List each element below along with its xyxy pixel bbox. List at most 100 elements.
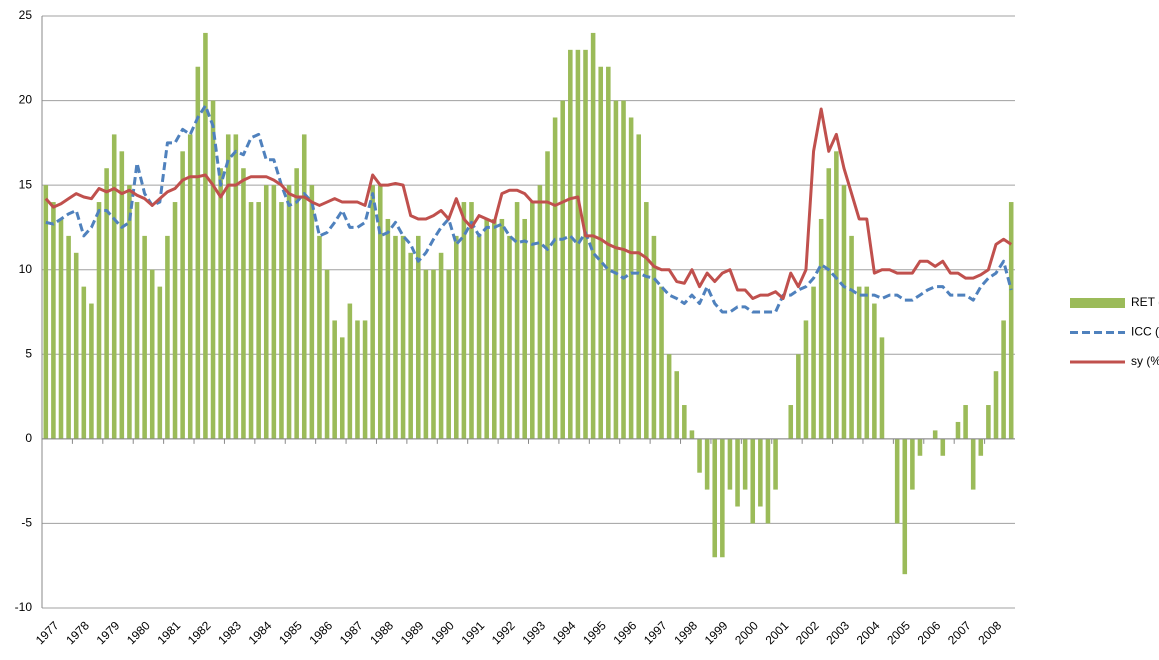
bar xyxy=(1001,320,1006,439)
bar xyxy=(514,202,520,439)
bar xyxy=(628,117,634,439)
bar xyxy=(917,438,923,456)
bar xyxy=(530,202,535,439)
bar xyxy=(704,438,710,490)
bar xyxy=(370,185,375,439)
bar xyxy=(309,185,315,439)
bar xyxy=(415,235,421,439)
bar xyxy=(978,438,984,456)
bar xyxy=(165,235,170,439)
bar xyxy=(841,185,847,439)
bar xyxy=(940,438,946,456)
bar xyxy=(659,286,664,439)
x-tick-label: 1992 xyxy=(489,618,518,647)
bar xyxy=(263,185,269,439)
x-tick-label: 1989 xyxy=(398,618,427,647)
x-tick-label: 1995 xyxy=(580,618,609,647)
y-tick-label: 0 xyxy=(25,431,32,445)
bar xyxy=(362,320,368,439)
y-tick-label: 15 xyxy=(19,177,33,191)
bar xyxy=(347,303,353,439)
bar xyxy=(195,66,201,439)
x-tick-label: 1988 xyxy=(367,618,396,647)
bar xyxy=(431,269,436,439)
bar xyxy=(682,405,687,439)
y-tick-label: 25 xyxy=(19,8,33,22)
bar xyxy=(765,438,771,524)
bar xyxy=(803,320,809,439)
bar xyxy=(332,320,337,439)
y-tick-label: 5 xyxy=(25,346,32,360)
x-tick-label: 1999 xyxy=(702,618,731,647)
y-tick-label: 10 xyxy=(19,262,33,276)
bar xyxy=(157,286,163,439)
y-tick-label: -10 xyxy=(15,600,33,614)
x-tick-label: 1996 xyxy=(611,618,640,647)
bar xyxy=(469,202,474,439)
x-tick-label: 1994 xyxy=(550,618,579,647)
bar xyxy=(651,235,657,439)
bar xyxy=(355,320,360,439)
bar xyxy=(43,185,49,439)
bar xyxy=(970,438,976,490)
bar xyxy=(864,286,870,439)
bar xyxy=(963,405,968,439)
x-tick-label: 1985 xyxy=(276,618,305,647)
bar xyxy=(993,371,999,439)
x-tick-label: 1987 xyxy=(337,618,366,647)
bar xyxy=(583,49,588,439)
x-tick-label: 1990 xyxy=(428,618,457,647)
bar xyxy=(385,218,391,439)
bar xyxy=(674,371,680,439)
bar xyxy=(210,100,216,439)
bar xyxy=(149,269,155,439)
x-tick-label: 2008 xyxy=(975,618,1004,647)
bar xyxy=(271,185,277,439)
x-tick-label: 1981 xyxy=(154,618,183,647)
bar xyxy=(256,202,261,439)
x-tick-label: 1977 xyxy=(33,618,62,647)
bar xyxy=(301,134,307,439)
x-tick-label: 1980 xyxy=(124,618,153,647)
bar xyxy=(393,235,398,439)
bar xyxy=(225,134,231,439)
bar xyxy=(408,252,413,439)
bar xyxy=(339,337,345,439)
bar xyxy=(484,218,489,439)
bar xyxy=(849,235,854,439)
bar xyxy=(454,235,459,439)
bar xyxy=(568,49,573,439)
bar xyxy=(796,354,801,439)
bar xyxy=(104,168,109,439)
bar xyxy=(461,202,467,439)
bar xyxy=(537,185,543,439)
bar xyxy=(446,269,451,439)
x-tick-label: 2003 xyxy=(823,618,852,647)
bar xyxy=(621,100,626,439)
bar xyxy=(279,202,284,439)
bar xyxy=(89,303,94,439)
bar xyxy=(377,185,383,439)
x-tick-label: 1998 xyxy=(671,618,700,647)
bar xyxy=(203,32,208,439)
line-series xyxy=(44,107,1013,300)
bar xyxy=(73,252,79,439)
bar xyxy=(575,49,581,439)
bar xyxy=(400,235,406,439)
bar xyxy=(286,185,292,439)
bar xyxy=(172,202,178,439)
bar xyxy=(324,269,330,439)
bar xyxy=(606,66,611,439)
bar xyxy=(697,438,702,473)
bar xyxy=(811,286,816,439)
bar xyxy=(134,202,140,439)
x-tick-label: 1979 xyxy=(94,618,123,647)
x-tick-label: 1983 xyxy=(215,618,244,647)
x-tick-label: 2001 xyxy=(763,618,792,647)
bar xyxy=(1008,202,1014,439)
bar xyxy=(856,286,862,439)
x-tick-label: 2007 xyxy=(945,618,974,647)
bar xyxy=(96,202,102,439)
bar xyxy=(180,151,185,439)
